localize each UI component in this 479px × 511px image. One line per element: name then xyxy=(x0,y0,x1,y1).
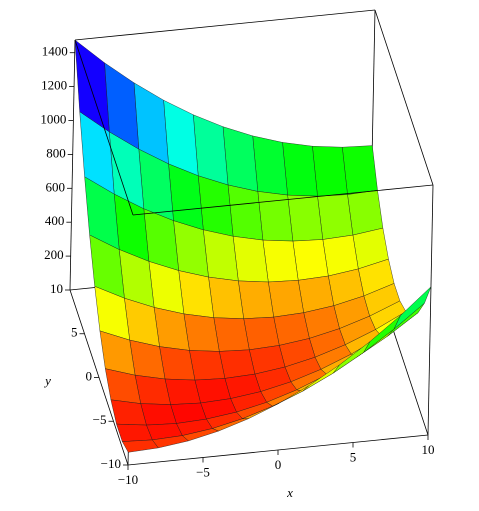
z-tick-label: 200 xyxy=(44,247,64,262)
surface-patch xyxy=(140,403,177,426)
surface-patch xyxy=(208,276,244,319)
z-tick-label: 1400 xyxy=(42,44,68,59)
surface-patch xyxy=(213,317,250,352)
surface-patch xyxy=(232,236,269,283)
z-tick-label: 600 xyxy=(46,179,66,194)
surface-patch xyxy=(134,374,171,405)
surface-patch xyxy=(238,280,274,319)
z-tick-label: 1200 xyxy=(41,78,67,93)
z-tick-label: 400 xyxy=(45,213,65,228)
surface-patch xyxy=(203,229,239,282)
box-edge xyxy=(374,9,434,186)
y-tick-label: −10 xyxy=(101,456,121,471)
surface-patch xyxy=(219,349,256,379)
surface-patch xyxy=(193,114,229,186)
surface-patch xyxy=(342,145,378,195)
x-tick-label: 5 xyxy=(350,449,357,464)
surface-patch xyxy=(243,316,280,351)
surface-patch xyxy=(121,439,159,453)
surface-patch xyxy=(116,423,153,442)
surface-patch xyxy=(292,239,329,281)
x-tick-label: −5 xyxy=(196,464,210,479)
surface-patch xyxy=(393,286,432,330)
surface-patch xyxy=(227,184,264,241)
x-tick-label: 10 xyxy=(422,442,435,457)
box-edge xyxy=(74,9,376,41)
x-axis-label: x xyxy=(286,485,293,500)
surface-patch xyxy=(347,189,384,236)
box-edge xyxy=(132,184,434,216)
surface-patch xyxy=(317,194,354,240)
surface-patch xyxy=(257,191,294,242)
y-tick-label: −5 xyxy=(93,412,107,427)
box-edge xyxy=(427,184,434,436)
surface-patch xyxy=(164,378,201,405)
surface-patch xyxy=(189,350,226,381)
surface-patch xyxy=(312,145,348,197)
surface-patch xyxy=(282,142,318,197)
surface-patch xyxy=(74,39,110,133)
box-edge xyxy=(74,39,134,216)
y-axis-label: y xyxy=(43,373,51,388)
surface-patch xyxy=(183,313,220,352)
x-tick-label: 0 xyxy=(275,457,282,472)
z-tick-label: 1000 xyxy=(40,111,66,126)
surface-patch xyxy=(222,126,259,192)
surface-patch xyxy=(268,280,304,318)
y-tick-label: 10 xyxy=(50,281,63,296)
surface-patch xyxy=(159,346,196,381)
box-edge xyxy=(69,39,76,291)
surface-patch xyxy=(322,234,359,277)
surface-patch xyxy=(262,239,299,283)
z-tick-label: 800 xyxy=(46,145,66,160)
y-tick-label: 0 xyxy=(86,368,93,383)
x-tick-label: −10 xyxy=(118,472,138,487)
surface-patch xyxy=(287,194,324,242)
surface-patch xyxy=(178,270,215,318)
surface-patch xyxy=(252,135,288,196)
y-tick-label: 5 xyxy=(71,325,78,340)
